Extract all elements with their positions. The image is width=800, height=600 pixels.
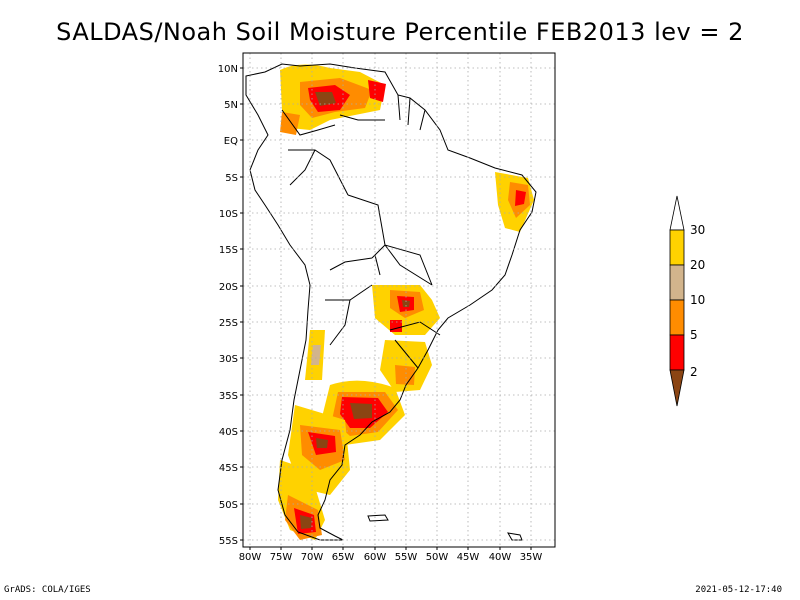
lon-tick-label: 35W	[520, 552, 543, 563]
legend-label: 5	[690, 328, 698, 342]
legend-label: 20	[690, 258, 705, 272]
lon-tick-label: 45W	[457, 552, 480, 563]
lon-tick-label: 65W	[332, 552, 355, 563]
legend-swatch-5-10	[669, 299, 685, 336]
lon-tick-label: 75W	[270, 552, 293, 563]
lon-tick-label: 60W	[364, 552, 387, 563]
lat-tick-label: 40S	[219, 427, 238, 438]
lon-tick-label: 80W	[239, 552, 262, 563]
legend-label: 30	[690, 223, 705, 237]
lat-tick-label: 55S	[219, 536, 238, 547]
legend-label: 2	[690, 365, 698, 379]
map-frame	[242, 52, 556, 548]
lat-tick-label: 10N	[218, 64, 238, 75]
footer-timestamp: 2021-05-12-17:40	[695, 585, 782, 595]
lat-tick-label: 5S	[225, 173, 238, 184]
lat-tick-label: 50S	[219, 500, 238, 511]
legend-swatch-2-5	[669, 334, 685, 371]
lon-tick-label: 70W	[301, 552, 324, 563]
grid-lines	[243, 53, 555, 547]
lon-tick-label: 55W	[395, 552, 418, 563]
lon-tick-label: 40W	[489, 552, 512, 563]
legend-swatch-20-30	[669, 229, 685, 266]
longitude-labels: 80W 75W 70W 65W 60W 55W 50W 45W 40W 35W	[239, 547, 543, 563]
lat-tick-label: 25S	[219, 318, 238, 329]
lat-tick-label: 5N	[224, 100, 238, 111]
map-title: SALDAS/Noah Soil Moisture Percentile FEB…	[56, 18, 744, 46]
latitude-labels: 10N 5N EQ 5S 10S 15S 20S 25S 30S 35S 40S 45S 50S 55S	[218, 64, 243, 547]
percentile-patches	[278, 64, 534, 540]
legend-swatch-below2	[669, 369, 685, 407]
legend-swatch-above30	[669, 195, 685, 231]
lat-tick-label: 15S	[219, 245, 238, 256]
legend-colorbar	[669, 195, 685, 407]
lat-tick-label: 20S	[219, 282, 238, 293]
lon-tick-label: 50W	[426, 552, 449, 563]
continent-outline	[245, 63, 537, 541]
footer-credit: GrADS: COLA/IGES	[4, 585, 91, 595]
lat-tick-label: 30S	[219, 354, 238, 365]
lat-tick-label: 10S	[219, 209, 238, 220]
country-borders	[281, 94, 441, 369]
lat-tick-label: EQ	[224, 136, 238, 147]
legend-swatch-10-20	[669, 264, 685, 301]
legend-labels: 30 20 10 5 2	[690, 223, 705, 379]
legend-label: 10	[690, 293, 705, 307]
lat-tick-label: 45S	[219, 463, 238, 474]
lat-tick-label: 35S	[219, 391, 238, 402]
